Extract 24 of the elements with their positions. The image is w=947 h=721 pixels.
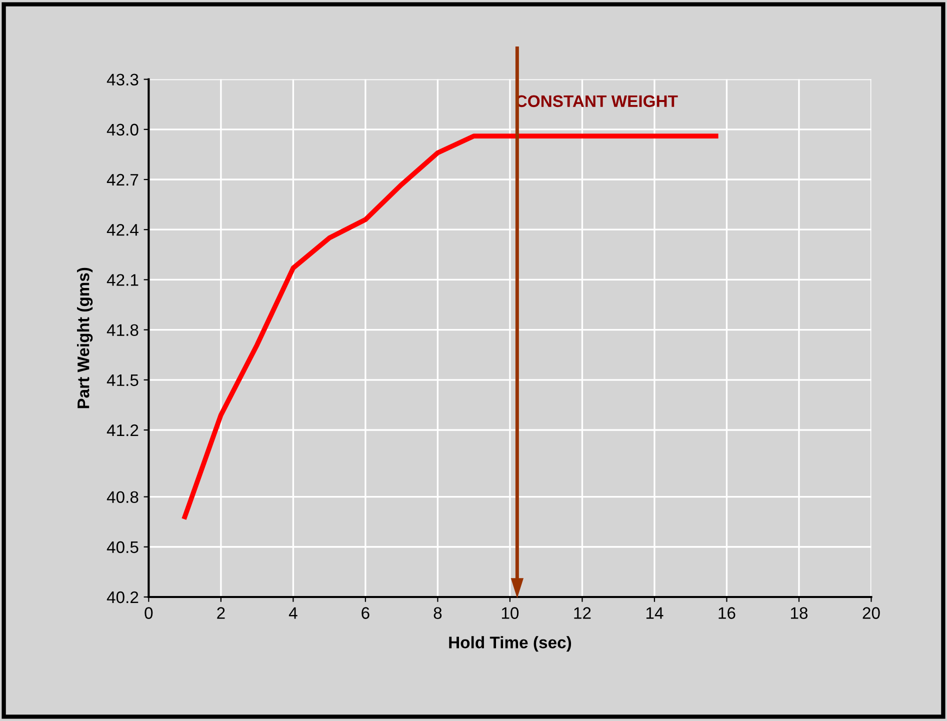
y-tick-label: 40.2 [106,591,138,604]
y-tick-label: 42.1 [106,274,138,286]
x-tick-label: 12 [574,607,591,619]
x-tick-label: 10 [502,607,519,619]
x-tick-label: 16 [718,607,736,619]
y-tick-label: 42.4 [106,224,138,236]
x-tick-label: 0 [144,607,153,619]
y-tick-label: 42.7 [106,174,138,186]
x-tick-label: 4 [288,607,298,619]
y-axis-title: Part Weight (gms) [77,268,93,408]
y-tick-label: 41.8 [106,324,138,336]
x-tick-label: 14 [646,607,664,619]
y-tick-label: 43.0 [106,124,138,136]
y-tick-label: 41.5 [106,374,138,386]
x-tick-label: 20 [862,607,880,619]
y-tick-label: 40.5 [106,541,138,554]
x-tick-label: 8 [434,607,442,619]
y-tick-label: 41.2 [106,424,138,436]
x-tick-label: 2 [217,607,225,619]
y-tick-label: 43.3 [106,74,138,86]
x-axis-title: Hold Time (sec) [449,636,572,652]
x-tick-label: 6 [362,607,370,619]
x-tick-label: 18 [790,607,808,619]
y-tick-label: 40.8 [106,491,138,503]
